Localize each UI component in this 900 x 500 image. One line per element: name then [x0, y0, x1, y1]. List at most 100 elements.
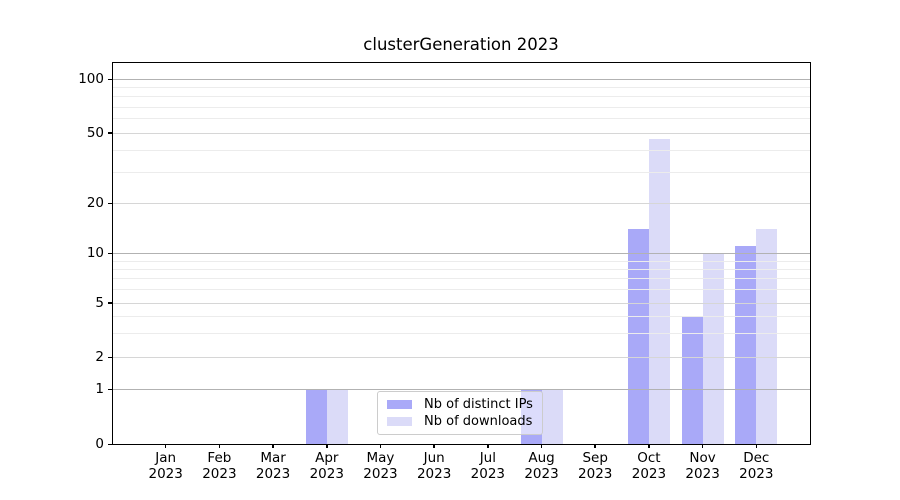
- x-axis-tick-label: Jun 2023: [402, 450, 466, 482]
- x-tick-month: Jul: [479, 450, 496, 466]
- y-axis-tick-label: 100: [78, 71, 104, 87]
- y-tick-mark-5: [108, 302, 112, 304]
- x-tick-mark-oct: [648, 444, 650, 448]
- x-axis-tick-label: May 2023: [348, 450, 412, 482]
- x-tick-mark-jun: [433, 444, 435, 448]
- x-tick-year: 2023: [524, 465, 559, 482]
- y-tick-mark-1: [108, 388, 112, 390]
- minor-gridline-6: [113, 289, 810, 291]
- minor-gridline-3: [113, 332, 810, 334]
- x-tick-year: 2023: [309, 465, 344, 482]
- x-axis-tick-label: Mar 2023: [241, 450, 305, 482]
- x-axis-tick-label: Apr 2023: [295, 450, 359, 482]
- y-axis-tick-label: 20: [86, 195, 104, 211]
- bar-downloads-apr: [326, 389, 348, 444]
- x-tick-year: 2023: [578, 465, 613, 482]
- major-gridline-50: [113, 132, 810, 134]
- legend-swatch-downloads-icon: [387, 417, 412, 426]
- y-axis-tick-label: 2: [95, 349, 104, 365]
- chart-title: clusterGeneration 2023: [363, 35, 559, 54]
- x-tick-month: Jan: [155, 450, 177, 466]
- y-axis-tick-label: 1: [95, 381, 104, 397]
- x-tick-year: 2023: [685, 465, 720, 482]
- x-tick-year: 2023: [470, 465, 506, 482]
- legend-item-downloads: Nb of downloads: [387, 413, 533, 430]
- x-axis-tick-label: Nov 2023: [671, 450, 735, 482]
- minor-gridline-90: [113, 87, 810, 89]
- bar-distinct-ips-oct: [627, 228, 649, 444]
- x-tick-mark-mar: [272, 444, 274, 448]
- legend-swatch-distinct-ips-icon: [387, 400, 412, 409]
- x-tick-month: Sep: [582, 450, 608, 466]
- x-tick-month: Feb: [207, 450, 232, 466]
- x-tick-mark-jul: [487, 444, 489, 448]
- minor-gridline-8: [113, 268, 810, 270]
- bar-downloads-nov: [702, 253, 724, 444]
- bar-downloads-aug: [541, 389, 563, 444]
- minor-gridline-40: [113, 149, 810, 151]
- x-tick-month: Dec: [743, 450, 770, 466]
- x-tick-year: 2023: [739, 465, 774, 482]
- legend-label-distinct-ips: Nb of distinct IPs: [424, 397, 533, 412]
- y-axis-tick-label: 50: [86, 124, 104, 141]
- major-gridline-10: [113, 253, 810, 254]
- legend: Nb of distinct IPs Nb of downloads: [377, 391, 543, 435]
- y-axis-tick-label: 10: [86, 245, 104, 261]
- minor-gridline-9: [113, 260, 810, 262]
- y-axis-tick-label: 0: [95, 436, 104, 452]
- y-tick-mark-2: [108, 356, 112, 358]
- y-tick-mark-50: [108, 132, 112, 134]
- x-tick-month: Jun: [423, 450, 445, 466]
- x-tick-mark-jan: [164, 444, 167, 448]
- minor-gridline-4: [113, 315, 810, 317]
- x-tick-mark-aug: [540, 444, 543, 448]
- x-tick-year: 2023: [363, 465, 398, 482]
- x-axis-tick-label: Sep 2023: [563, 450, 627, 482]
- x-tick-month: Oct: [637, 450, 661, 466]
- x-tick-year: 2023: [255, 465, 291, 482]
- major-gridline-100: [113, 79, 810, 80]
- x-axis-tick-label: Aug 2023: [510, 450, 574, 482]
- x-tick-year: 2023: [631, 465, 667, 482]
- x-axis-tick-label: Jan 2023: [134, 450, 198, 482]
- x-tick-month: Mar: [260, 450, 286, 466]
- y-tick-mark-0: [108, 443, 112, 445]
- x-tick-month: Aug: [528, 450, 555, 466]
- major-gridline-2: [113, 357, 810, 358]
- x-tick-mark-apr: [326, 444, 328, 448]
- x-tick-year: 2023: [416, 465, 452, 482]
- legend-item-distinct-ips: Nb of distinct IPs: [387, 396, 533, 413]
- x-axis-tick-label: Dec 2023: [724, 450, 788, 482]
- x-tick-year: 2023: [202, 465, 237, 482]
- x-axis-tick-label: Feb 2023: [187, 450, 251, 482]
- plot-border: [112, 62, 811, 445]
- bar-distinct-ips-nov: [681, 315, 703, 444]
- y-tick-mark-10: [108, 252, 112, 254]
- minor-gridline-60: [113, 118, 810, 120]
- bar-downloads-oct: [648, 138, 670, 444]
- x-tick-month: May: [366, 450, 395, 466]
- y-tick-mark-20: [108, 202, 112, 204]
- y-tick-mark-100: [108, 78, 112, 80]
- x-tick-mark-nov: [701, 444, 704, 448]
- x-tick-mark-dec: [755, 444, 758, 448]
- x-axis-tick-label: Jul 2023: [456, 450, 520, 482]
- x-tick-month: Apr: [315, 450, 339, 466]
- minor-gridline-80: [113, 96, 810, 98]
- x-tick-month: Nov: [689, 450, 716, 466]
- minor-gridline-30: [113, 171, 810, 173]
- major-gridline-5: [113, 302, 810, 304]
- legend-label-downloads: Nb of downloads: [424, 414, 533, 429]
- bar-downloads-dec: [756, 228, 778, 444]
- x-tick-mark-sep: [594, 444, 596, 448]
- x-tick-mark-feb: [218, 444, 221, 448]
- minor-gridline-7: [113, 278, 810, 280]
- bar-distinct-ips-apr: [305, 389, 327, 444]
- y-axis-tick-label: 5: [95, 294, 104, 311]
- bar-distinct-ips-dec: [735, 246, 757, 444]
- x-axis-tick-label: Oct 2023: [617, 450, 681, 482]
- major-gridline-20: [113, 203, 810, 204]
- x-tick-mark-may: [379, 444, 382, 448]
- minor-gridline-70: [113, 106, 810, 108]
